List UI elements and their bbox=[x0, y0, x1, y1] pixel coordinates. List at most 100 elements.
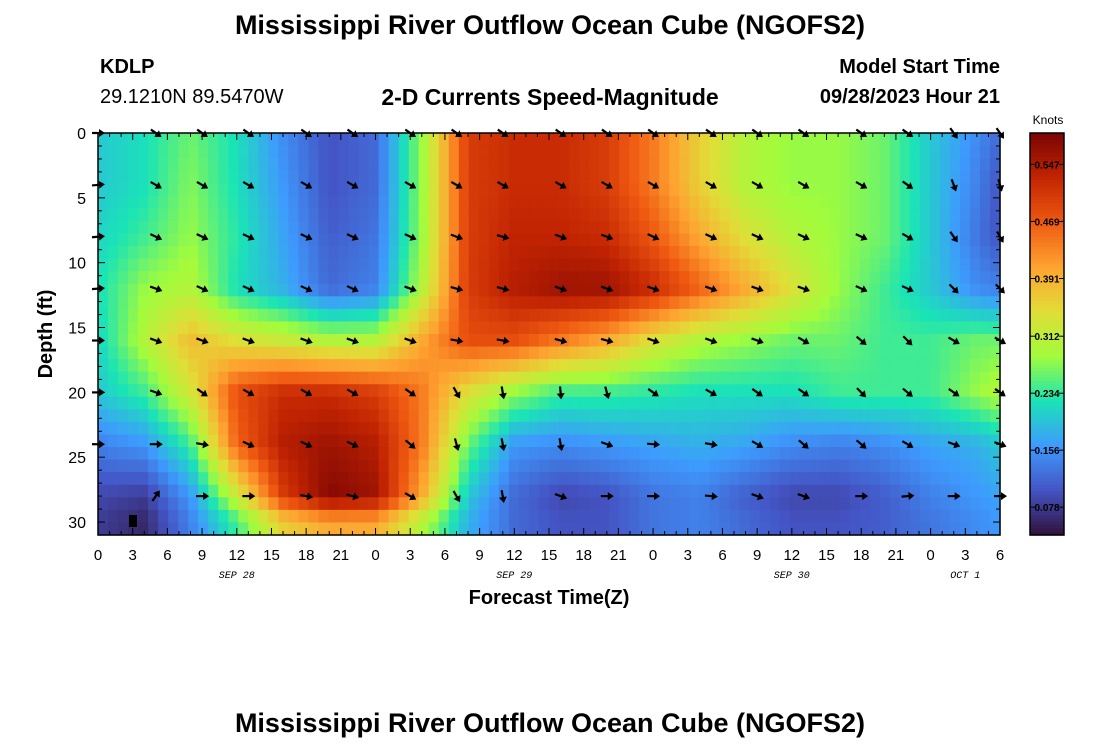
heatmap-cell bbox=[108, 271, 119, 285]
y-axis-label: Depth (ft) bbox=[35, 290, 57, 379]
heatmap-cell bbox=[899, 233, 911, 247]
heatmap-cell bbox=[839, 522, 851, 536]
heatmap-cell bbox=[438, 371, 450, 385]
heatmap-cell bbox=[969, 133, 981, 147]
heatmap-cell bbox=[458, 183, 470, 197]
heatmap-cell bbox=[288, 359, 300, 373]
heatmap-cell bbox=[579, 509, 590, 524]
heatmap-cell bbox=[609, 447, 620, 461]
colorbar-segment bbox=[1030, 454, 1064, 459]
heatmap-cell bbox=[739, 296, 751, 310]
heatmap-cell bbox=[288, 195, 300, 209]
heatmap-cell bbox=[979, 396, 991, 410]
heatmap-cell bbox=[989, 359, 1001, 373]
heatmap-cell bbox=[759, 522, 771, 536]
current-vector-arrow bbox=[450, 233, 464, 241]
heatmap-cell bbox=[819, 321, 831, 335]
heatmap-cell bbox=[338, 409, 350, 423]
heatmap-cell bbox=[849, 220, 861, 235]
heatmap-cell bbox=[458, 246, 470, 260]
heatmap-cell bbox=[899, 434, 911, 448]
heatmap-cell bbox=[278, 246, 290, 260]
heatmap-cell bbox=[338, 434, 350, 448]
heatmap-cell bbox=[819, 484, 831, 498]
heatmap-cell bbox=[959, 359, 971, 373]
heatmap-cell bbox=[178, 258, 189, 272]
heatmap-cell bbox=[478, 170, 490, 184]
heatmap-cell bbox=[178, 396, 189, 410]
heatmap-cell bbox=[418, 434, 430, 448]
heatmap-cell bbox=[208, 208, 219, 222]
x-tick-labels: 0 3 6 9 12 15 18 21 0 3 6 9 12 15 18 21 0 3 6 9 12 15 18 21 0 3 6 bbox=[94, 547, 1004, 564]
heatmap-cell bbox=[909, 145, 921, 159]
colorbar-segment bbox=[1030, 431, 1064, 436]
heatmap-cell bbox=[559, 472, 570, 486]
heatmap-cell bbox=[959, 346, 971, 360]
heatmap-cell bbox=[629, 421, 640, 436]
heatmap-cell bbox=[599, 158, 610, 172]
heatmap-cell bbox=[619, 459, 630, 473]
heatmap-cell bbox=[408, 396, 420, 410]
heatmap-cell bbox=[569, 233, 580, 247]
heatmap-cell bbox=[138, 158, 149, 172]
heatmap-cell bbox=[719, 145, 730, 159]
heatmap-cell bbox=[939, 497, 951, 511]
heatmap-cell bbox=[168, 396, 179, 410]
heatmap-cell bbox=[649, 484, 660, 498]
heatmap-cell bbox=[118, 170, 129, 184]
heatmap-cell bbox=[418, 183, 430, 197]
heatmap-cell bbox=[929, 359, 941, 373]
heatmap-cell bbox=[208, 497, 219, 511]
heatmap-cell bbox=[749, 472, 761, 486]
heatmap-cell bbox=[939, 170, 951, 184]
heatmap-cell bbox=[869, 271, 881, 285]
current-vector-arrow bbox=[647, 285, 660, 293]
heatmap-cell bbox=[749, 183, 761, 197]
heatmap-cell bbox=[468, 321, 480, 335]
heatmap-cell bbox=[188, 170, 199, 184]
heatmap-cell bbox=[669, 447, 680, 461]
heatmap-cell bbox=[849, 308, 861, 323]
heatmap-cell bbox=[288, 308, 300, 323]
heatmap-cell bbox=[168, 384, 179, 398]
heatmap-cell bbox=[829, 346, 841, 360]
heatmap-cell bbox=[358, 233, 370, 247]
heatmap-cell bbox=[579, 220, 590, 235]
colorbar-segment bbox=[1030, 169, 1064, 174]
heatmap-cell bbox=[418, 459, 430, 473]
heatmap-cell bbox=[278, 195, 290, 209]
heatmap-cell bbox=[238, 220, 249, 235]
heatmap-cell bbox=[428, 509, 440, 524]
heatmap-cell bbox=[549, 308, 560, 323]
heatmap-cell bbox=[518, 371, 530, 385]
heatmap-cell bbox=[789, 308, 801, 323]
heatmap-cell bbox=[549, 509, 560, 524]
heatmap-cell bbox=[959, 258, 971, 272]
heatmap-cell bbox=[579, 283, 590, 297]
heatmap-cell bbox=[619, 421, 630, 436]
heatmap-cell bbox=[228, 133, 239, 147]
heatmap-cell bbox=[458, 158, 470, 172]
heatmap-cell bbox=[438, 271, 450, 285]
heatmap-cell bbox=[699, 359, 710, 373]
current-vector-arrow bbox=[600, 233, 614, 241]
heatmap-cell bbox=[669, 472, 680, 486]
heatmap-cell bbox=[749, 170, 761, 184]
heatmap-cell bbox=[759, 459, 771, 473]
heatmap-cell bbox=[559, 321, 570, 335]
heatmap-cell bbox=[198, 522, 209, 536]
heatmap-cell bbox=[348, 459, 360, 473]
heatmap-cell bbox=[859, 258, 871, 272]
colorbar-segment bbox=[1030, 290, 1064, 295]
heatmap-cell bbox=[128, 459, 139, 473]
current-vector-arrow bbox=[196, 492, 210, 501]
heatmap-cell bbox=[589, 409, 600, 423]
heatmap-cell bbox=[438, 447, 450, 461]
heatmap-cell bbox=[759, 195, 771, 209]
heatmap-cell bbox=[969, 346, 981, 360]
heatmap-cell bbox=[518, 170, 530, 184]
heatmap-cell bbox=[378, 434, 390, 448]
heatmap-cell bbox=[769, 509, 781, 524]
heatmap-cell bbox=[559, 133, 570, 147]
heatmap-cell bbox=[288, 459, 300, 473]
